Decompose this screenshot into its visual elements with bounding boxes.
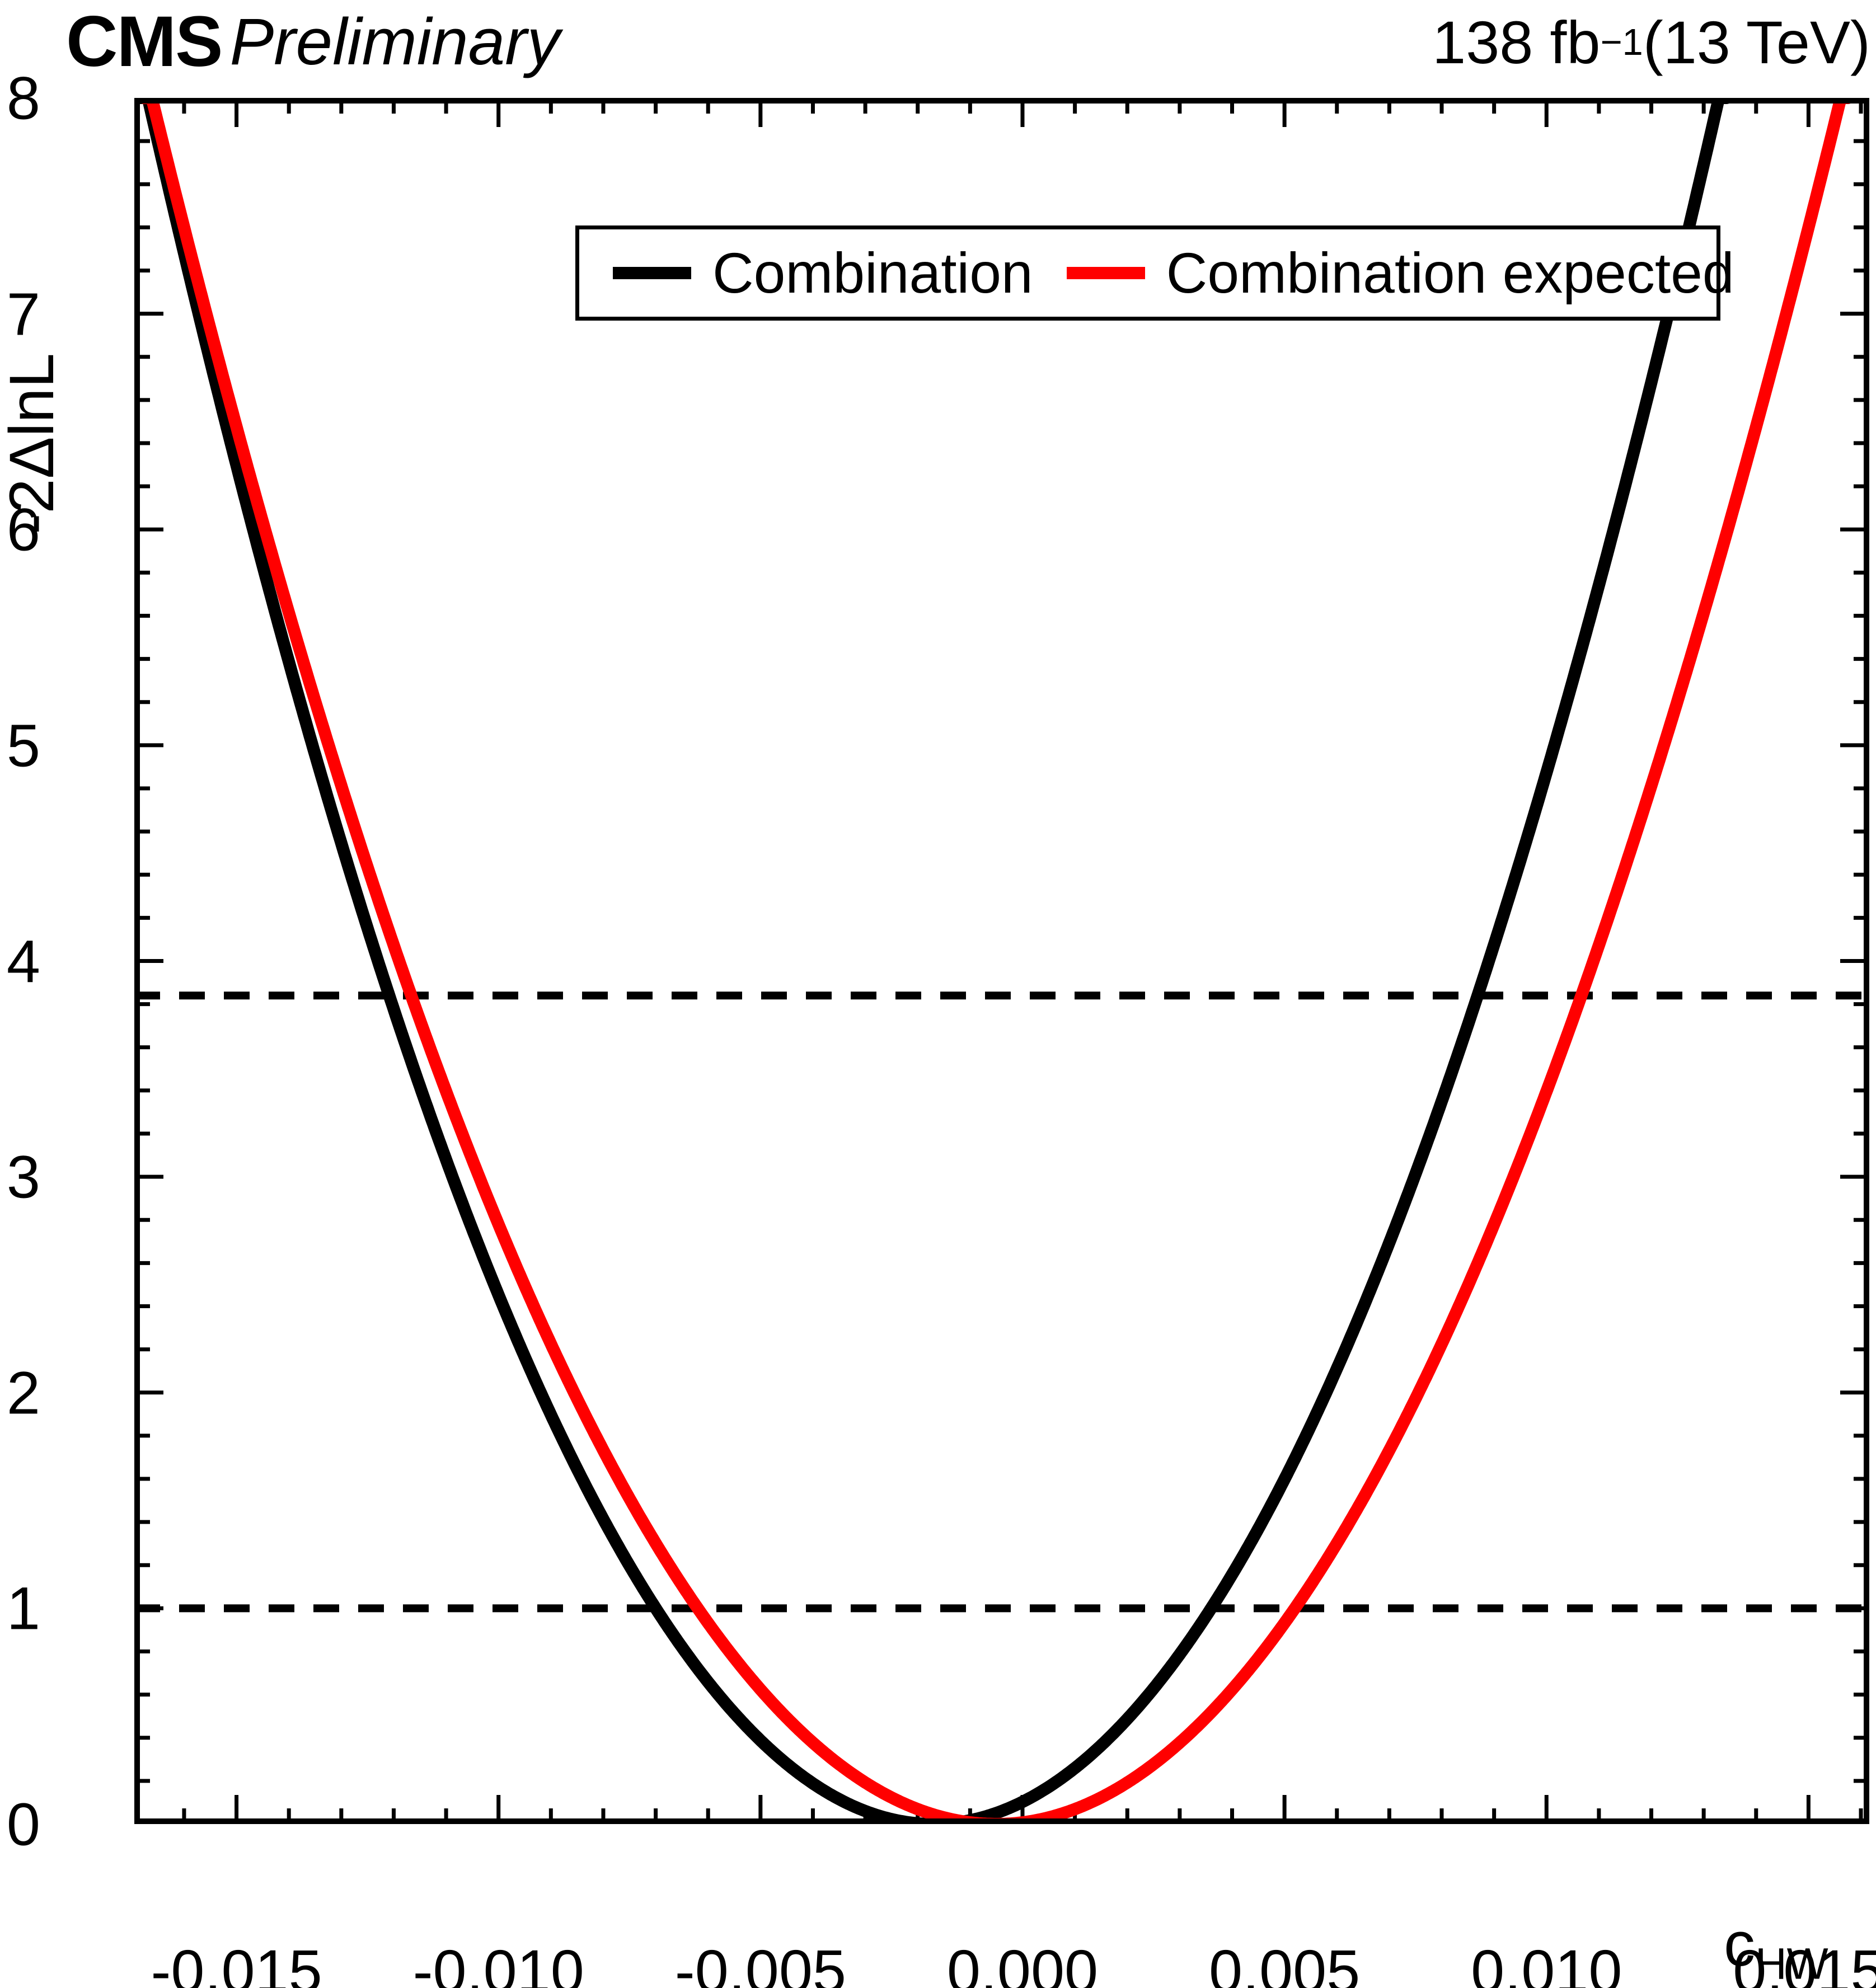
legend-swatch-combination-expected [1066,267,1145,279]
cms-logo-text: CMS [66,2,223,82]
x-tick-label: -0.010 [412,1937,584,1988]
x-tick-label: -0.015 [151,1937,322,1988]
x-tick-label: 0.010 [1471,1937,1622,1988]
x-tick-label: -0.005 [674,1937,846,1988]
x-tick-label: 0.015 [1733,1937,1876,1988]
y-tick-label: 4 [6,927,40,995]
x-axis-title-base: c [1724,1909,1755,1979]
legend: Combination Combination expected [575,225,1734,321]
confidence-level-lines [134,991,1869,1613]
luminosity-energy-label: 138 fb −1 (13 TeV) [1432,0,1870,84]
y-tick-label: 8 [6,64,40,132]
plot-area: 0 1 2 3 4 5 6 7 8 -0.015 -0.010 -0.005 0.000 0.005 0.0… [7,64,1876,1988]
x-tick-label: 0.005 [1208,1937,1361,1988]
energy-value: (13 TeV) [1643,8,1870,76]
legend-entry-combination[interactable]: Combination [579,229,1033,317]
data-series-group [134,98,1855,1824]
y-tick-label: 7 [6,280,40,348]
legend-label-combination-expected: Combination expected [1166,241,1734,305]
lumi-value: 138 fb [1432,8,1601,76]
y-tick-label: 0 [6,1790,40,1858]
lumi-exponent: −1 [1600,21,1643,63]
y-tick-label: 3 [6,1143,40,1211]
y-tick-label: 6 [6,495,40,563]
y-tick-label: 5 [6,711,40,779]
legend-swatch-combination [613,267,691,279]
likelihood-curves [134,98,1869,1824]
preliminary-label: Preliminary [229,5,560,79]
y-tick-label: 1 [6,1574,40,1642]
y-axis-title: -2ΔlnL [0,353,67,534]
x-axis-title-subscript: HW [1755,1939,1828,1988]
legend-label-combination: Combination [712,241,1033,305]
legend-entry-combination-expected[interactable]: Combination expected [1033,229,1734,317]
x-axis-title: cHW [1724,1908,1828,1988]
y-tick-label: 2 [6,1359,40,1427]
x-tick-label: 0.000 [946,1937,1099,1988]
cms-header: CMS Preliminary [66,0,560,84]
